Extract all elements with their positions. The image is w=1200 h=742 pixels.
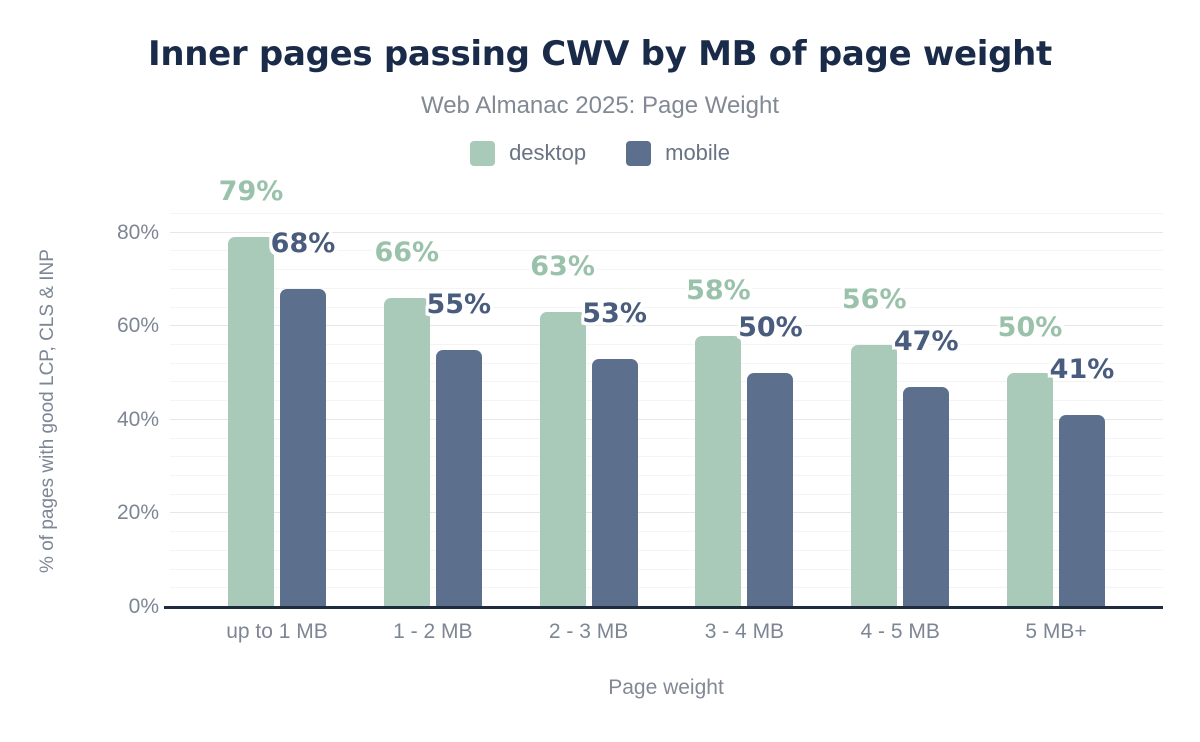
legend-item-mobile: mobile (626, 140, 730, 166)
x-tick-label: 5 MB+ (1025, 620, 1087, 643)
bar-mobile-5: 41% (1050, 214, 1114, 607)
bar-mobile-4: 47% (894, 214, 959, 607)
gridline (170, 287, 1163, 289)
bar-desktop-3: 58% (686, 214, 751, 607)
gridline (170, 400, 1163, 402)
desktop-bar-value-label: 79% (218, 176, 284, 208)
bar-desktop-0: 79% (219, 176, 283, 607)
x-tick-label: 4 - 5 MB (860, 620, 940, 643)
bar-group: 56% 47% 4 - 5 MB (825, 214, 975, 643)
y-tick-label: 80% (116, 220, 159, 244)
gridline (170, 512, 1163, 514)
plot-area: 0% 20% 40% 60% 80% 79% 68% up to 1 MB 66% 55% 1 -… (117, 176, 1163, 643)
y-tick-label: 20% (116, 501, 159, 525)
desktop-bar-value-label: 58% (686, 274, 751, 306)
mobile-bar-fill (903, 387, 950, 607)
gridline (170, 325, 1163, 327)
mobile-bar-value-label: 55% (426, 288, 492, 320)
desktop-bar-value-label: 63% (530, 251, 595, 283)
x-axis-title: Page weight (608, 676, 724, 699)
bar-desktop-5: 50% (998, 214, 1062, 607)
gridline (170, 493, 1163, 495)
bar-group: 50% 41% 5 MB+ (981, 214, 1131, 643)
y-tick-label: 60% (116, 314, 159, 338)
gridline (170, 213, 1163, 214)
desktop-bar-value-label: 66% (374, 237, 440, 269)
gridline (170, 362, 1163, 364)
mobile-bar-fill (1058, 415, 1105, 607)
gridline (170, 418, 1163, 420)
gridline (170, 437, 1163, 439)
bar-desktop-4: 56% (842, 214, 907, 607)
bar-group: 58% 50% 3 - 4 MB (669, 214, 819, 643)
mobile-bar-fill (435, 349, 482, 607)
mobile-bar-value-label: 50% (738, 312, 803, 344)
gridline (170, 568, 1163, 570)
bar-mobile-3: 50% (738, 214, 803, 607)
bar-mobile-2: 53% (582, 214, 647, 607)
gridline (170, 231, 1163, 233)
desktop-bar-fill (851, 345, 898, 607)
gridline (170, 269, 1163, 271)
desktop-bar-value-label: 50% (997, 312, 1063, 344)
gridline (170, 475, 1163, 477)
mobile-bar-fill (747, 373, 794, 607)
bar-groups: 79% 68% up to 1 MB 66% 55% 1 - 2 MB 63% 53% 2 - … (170, 176, 1163, 643)
mobile-bar-value-label: 68% (270, 227, 336, 259)
bar-desktop-1: 66% (374, 214, 439, 607)
bar-mobile-1: 55% (426, 214, 491, 607)
x-tick-label: 2 - 3 MB (548, 620, 629, 643)
gridline (170, 250, 1163, 252)
desktop-bar-value-label: 56% (841, 284, 907, 316)
x-tick-label: up to 1 MB (226, 620, 328, 643)
x-tick-label: 1 - 2 MB (393, 620, 473, 643)
bar-desktop-2: 63% (530, 214, 595, 607)
desktop-bar-fill (695, 335, 742, 607)
gridline (170, 531, 1163, 533)
legend-item-desktop: desktop (470, 140, 586, 166)
mobile-swatch-icon (626, 140, 652, 166)
mobile-bar-value-label: 53% (582, 298, 647, 330)
x-tick-label: 3 - 4 MB (704, 620, 785, 643)
x-axis-line (164, 606, 1163, 609)
mobile-bar-value-label: 41% (1049, 354, 1115, 386)
gridline (170, 549, 1163, 551)
gridline (170, 306, 1163, 308)
gridline (170, 381, 1163, 383)
desktop-bar-fill (539, 312, 586, 607)
bar-mobile-0: 68% (271, 214, 335, 607)
bar-group: 79% 68% up to 1 MB (202, 176, 352, 643)
mobile-bar-value-label: 47% (893, 326, 959, 358)
desktop-bar-fill (383, 298, 430, 607)
legend-label-mobile: mobile (665, 140, 730, 165)
y-axis-title: % of pages with good LCP, CLS & INP (37, 249, 58, 573)
mobile-bar-fill (280, 288, 326, 607)
gridline (170, 587, 1163, 589)
mobile-bar-fill (591, 359, 638, 607)
chart-subtitle: Web Almanac 2025: Page Weight (420, 92, 779, 119)
legend: desktop mobile (0, 140, 1200, 166)
desktop-bar-fill (228, 237, 274, 607)
y-tick-label: 0% (128, 595, 159, 618)
legend-label-desktop: desktop (509, 140, 587, 165)
desktop-swatch-icon (470, 140, 496, 166)
chart-title: Inner pages passing CWV by MB of page we… (147, 34, 1053, 74)
bar-group: 63% 53% 2 - 3 MB (514, 214, 664, 643)
gridline (170, 456, 1163, 458)
y-tick-label: 40% (116, 407, 159, 431)
gridline (170, 344, 1163, 346)
bar-group: 66% 55% 1 - 2 MB (358, 214, 508, 643)
desktop-bar-fill (1006, 373, 1053, 607)
